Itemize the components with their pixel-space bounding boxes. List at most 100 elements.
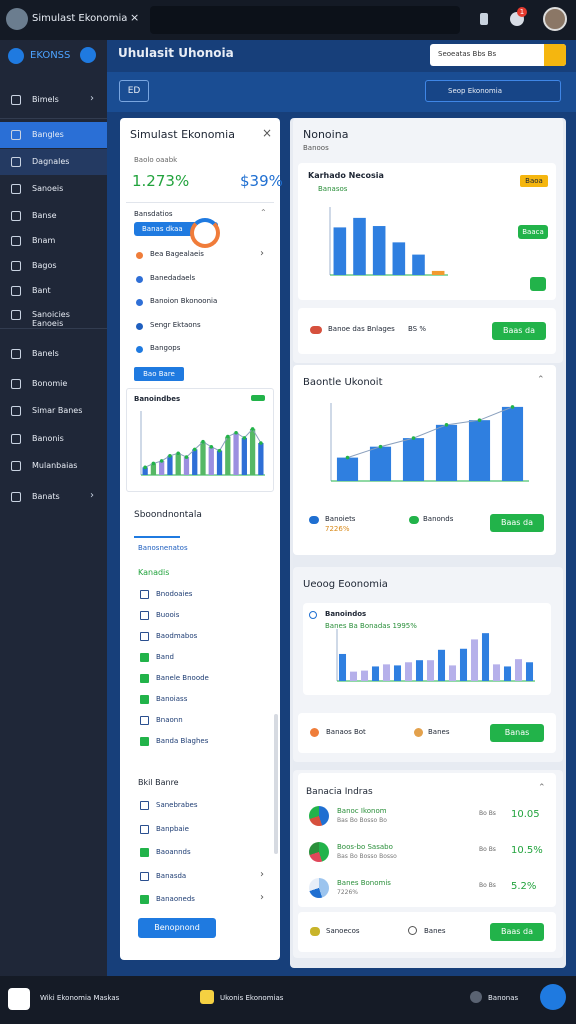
icon xyxy=(470,991,482,1003)
icon[interactable] xyxy=(480,13,488,25)
trend-point xyxy=(250,427,255,431)
list-icon xyxy=(136,299,143,306)
action-button[interactable]: Banas xyxy=(490,724,544,742)
panel-title: Baontle Ukonoit xyxy=(303,377,383,388)
bar-chart xyxy=(336,629,535,682)
checkbox[interactable] xyxy=(140,632,149,641)
action-button[interactable]: Baas da xyxy=(490,923,544,941)
nav-item[interactable]: Bangles xyxy=(0,122,107,148)
badge: 1 xyxy=(517,7,527,17)
bar xyxy=(241,437,247,475)
nav-icon xyxy=(11,130,21,140)
row-value: 10.5% xyxy=(511,845,543,856)
panel: Nonoina Banoos Karhado Necosia Banasos B… xyxy=(293,118,563,363)
checkbox-label: Bnaonn xyxy=(156,716,183,724)
list-item[interactable]: Sengr Ektaons xyxy=(150,320,201,329)
logo xyxy=(8,48,24,64)
search-button[interactable] xyxy=(544,44,566,66)
nav-item[interactable]: Bimels › xyxy=(0,87,107,113)
nav-item[interactable]: Banonis xyxy=(0,426,107,452)
nav-item[interactable]: Banse xyxy=(0,203,107,229)
tab-title[interactable]: Simulast Ekonomia xyxy=(32,13,128,24)
chevron[interactable]: ⌃ xyxy=(537,375,545,385)
bar xyxy=(435,424,458,481)
list-item[interactable]: Banedadaels xyxy=(150,273,196,282)
tab[interactable]: Banosnenatos xyxy=(138,544,188,552)
bar xyxy=(159,460,165,475)
bar xyxy=(142,467,148,475)
nav-item[interactable]: Sanoicies Eanoeis xyxy=(0,302,107,328)
nav-icon xyxy=(11,95,21,105)
profile[interactable] xyxy=(543,7,567,31)
nav-label: Bnam xyxy=(32,236,56,245)
bar xyxy=(459,648,468,681)
toolbar-search[interactable]: Seop Ekonomia xyxy=(425,80,561,102)
nav-item[interactable]: Bnam xyxy=(0,228,107,254)
trend-point xyxy=(209,445,214,449)
nav-item[interactable]: Dagnales xyxy=(0,149,107,175)
bar xyxy=(415,660,424,681)
close-button[interactable]: × xyxy=(262,126,273,140)
nav-item[interactable]: Sanoeis xyxy=(0,176,107,202)
mini-chart xyxy=(140,411,265,476)
checkbox[interactable] xyxy=(140,801,149,810)
nav-item[interactable]: Bagos xyxy=(0,253,107,279)
nav-label: Banats xyxy=(32,492,60,501)
nav-item[interactable]: Mulanbaias xyxy=(0,453,107,479)
checkbox[interactable] xyxy=(140,590,149,599)
card-title: Karhado Necosia xyxy=(308,171,384,180)
checkbox[interactable] xyxy=(140,716,149,725)
icon xyxy=(414,728,423,737)
list-item[interactable]: Bea Bagealaeis xyxy=(150,250,204,258)
bar xyxy=(503,666,512,681)
action-button[interactable]: Baas da xyxy=(490,514,544,532)
chevron[interactable]: ⌃ xyxy=(538,783,546,793)
button[interactable]: Bao Bare xyxy=(134,367,184,381)
checkbox[interactable] xyxy=(140,871,149,881)
checkbox[interactable] xyxy=(140,895,149,904)
toolbar-button[interactable]: ED xyxy=(119,80,149,102)
nav-item[interactable]: Banels xyxy=(0,341,107,367)
checkbox-label: Banaoneds xyxy=(156,895,195,903)
checkbox[interactable] xyxy=(140,611,149,620)
nav-label: Dagnales xyxy=(32,157,70,166)
avatar xyxy=(6,8,28,30)
nav-icon xyxy=(11,349,21,359)
scrollbar[interactable] xyxy=(274,714,278,854)
checkbox[interactable] xyxy=(140,695,149,704)
nav-item[interactable]: Simar Banes xyxy=(0,398,107,424)
lock-icon[interactable] xyxy=(8,988,30,1010)
nav-item[interactable]: Banats › xyxy=(0,484,107,510)
bar xyxy=(492,664,501,681)
checkbox[interactable] xyxy=(140,737,149,746)
bar xyxy=(336,457,359,481)
fab[interactable] xyxy=(540,984,566,1010)
submit-button[interactable]: Benopnond xyxy=(138,918,216,938)
trend-point xyxy=(217,448,222,453)
card-button[interactable]: Baaca xyxy=(518,225,548,239)
nav-label: Bant xyxy=(32,286,51,295)
chevron[interactable]: ⌃ xyxy=(260,208,267,217)
search-field[interactable]: Seoeatas Bbs Bs xyxy=(430,44,566,66)
checkbox[interactable] xyxy=(140,848,149,857)
list-item[interactable]: Bangops xyxy=(150,344,181,352)
footer-label: Sanoecos xyxy=(326,927,360,935)
row-small: Bo Bs xyxy=(479,810,496,817)
checkbox[interactable] xyxy=(140,653,149,662)
footer-link[interactable]: Wiki Ekonomia Maskas xyxy=(40,994,120,1002)
bar xyxy=(525,662,534,681)
action-button[interactable]: Baas da xyxy=(492,322,546,340)
donut-icon xyxy=(190,218,220,248)
icon-button[interactable] xyxy=(530,277,546,291)
trend-point xyxy=(184,455,189,459)
checkbox[interactable] xyxy=(140,824,149,834)
nav-item[interactable]: Bant xyxy=(0,278,107,304)
checkbox[interactable] xyxy=(140,674,149,683)
footer-link[interactable]: Ukonis Ekonomias xyxy=(220,994,284,1002)
address-bar[interactable] xyxy=(150,6,460,34)
tab-close[interactable]: × xyxy=(130,11,140,24)
nav-item[interactable]: Bonomie xyxy=(0,371,107,397)
list-item[interactable]: Banoion Bkonoonia xyxy=(150,297,218,305)
footer-link[interactable]: Banonas xyxy=(488,994,519,1002)
list-icon xyxy=(136,322,143,330)
